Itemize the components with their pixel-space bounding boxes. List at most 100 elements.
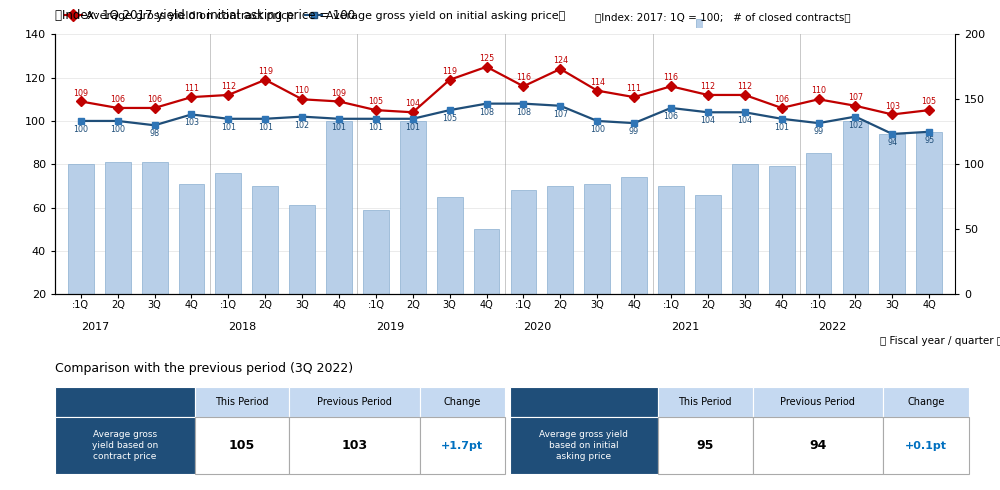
Text: 95: 95	[924, 136, 934, 145]
Legend: Average gross yield on contract price, Average gross yield on initial asking pri: Average gross yield on contract price, A…	[61, 6, 570, 25]
Text: 116: 116	[663, 74, 678, 82]
Bar	[105, 162, 131, 338]
Bar	[769, 167, 795, 338]
Text: 103: 103	[184, 119, 199, 127]
Bar	[753, 417, 883, 474]
Text: 2021: 2021	[671, 322, 699, 332]
Text: 103: 103	[341, 439, 367, 452]
Bar	[215, 173, 241, 338]
Bar	[289, 205, 315, 338]
Text: 102: 102	[848, 121, 863, 129]
Text: 106: 106	[663, 112, 678, 121]
Text: 100: 100	[590, 125, 605, 134]
Bar	[753, 387, 883, 417]
Text: 124: 124	[553, 56, 568, 65]
Bar	[806, 153, 831, 338]
Text: Average gross
yield based on
contract price: Average gross yield based on contract pr…	[92, 430, 158, 461]
Text: 110: 110	[811, 86, 826, 96]
Text: Change: Change	[444, 397, 481, 407]
Text: 111: 111	[184, 84, 199, 93]
Text: 99: 99	[813, 127, 824, 136]
Text: Change: Change	[907, 397, 944, 407]
Bar	[68, 164, 94, 338]
Text: 125: 125	[479, 54, 494, 63]
Text: 94: 94	[887, 138, 897, 147]
Text: 106: 106	[110, 95, 125, 104]
Bar	[883, 387, 969, 417]
Bar	[142, 162, 168, 338]
Text: （Index: 2017: 1Q = 100;   # of closed contracts）: （Index: 2017: 1Q = 100; # of closed cont…	[595, 12, 851, 22]
Text: 95: 95	[697, 439, 714, 452]
Text: Comparison with the previous period (3Q 2022): Comparison with the previous period (3Q …	[55, 362, 353, 375]
Text: +1.7pt: +1.7pt	[441, 441, 483, 451]
Text: 106: 106	[147, 95, 162, 104]
Text: 101: 101	[774, 122, 789, 132]
Text: 100: 100	[110, 125, 125, 134]
Text: （ Fiscal year / quarter ）: （ Fiscal year / quarter ）	[880, 336, 1000, 346]
Bar	[194, 387, 289, 417]
Text: 105: 105	[368, 97, 383, 106]
Text: 101: 101	[405, 122, 420, 132]
Bar	[55, 417, 194, 474]
Bar	[510, 387, 658, 417]
Bar	[326, 121, 352, 338]
Text: 105: 105	[922, 97, 937, 106]
Text: 101: 101	[258, 122, 273, 132]
Text: 2020: 2020	[523, 322, 552, 332]
Bar	[883, 417, 969, 474]
Bar	[252, 186, 278, 338]
Text: 98: 98	[150, 129, 160, 138]
Bar	[437, 197, 463, 338]
Text: 101: 101	[221, 122, 236, 132]
Text: 104: 104	[405, 99, 420, 108]
Text: 103: 103	[885, 101, 900, 111]
Bar	[511, 190, 536, 338]
Bar	[695, 195, 721, 338]
Text: 108: 108	[479, 107, 494, 117]
Bar	[55, 387, 194, 417]
Bar	[621, 177, 647, 338]
Text: 102: 102	[295, 121, 310, 129]
Text: 106: 106	[774, 95, 789, 104]
Text: 105: 105	[229, 439, 255, 452]
Text: 109: 109	[73, 89, 88, 98]
Text: 112: 112	[737, 82, 752, 91]
Text: Previous Period: Previous Period	[780, 397, 855, 407]
Bar	[879, 134, 905, 338]
Bar	[732, 164, 758, 338]
Text: （Index: 1Q 2017 yield on initial asking price = 100: （Index: 1Q 2017 yield on initial asking …	[55, 9, 355, 22]
Bar	[658, 417, 753, 474]
Text: 112: 112	[221, 82, 236, 91]
Text: 108: 108	[516, 107, 531, 117]
Bar	[658, 387, 753, 417]
Text: 116: 116	[516, 74, 531, 82]
Bar	[547, 186, 573, 338]
Text: Previous Period: Previous Period	[317, 397, 392, 407]
Text: 2022: 2022	[819, 322, 847, 332]
Text: 104: 104	[737, 116, 752, 125]
Bar	[843, 121, 868, 338]
Text: 99: 99	[629, 127, 639, 136]
Text: 119: 119	[442, 67, 457, 76]
Text: 119: 119	[258, 67, 273, 76]
Text: 101: 101	[368, 122, 383, 132]
Bar	[474, 229, 499, 338]
Text: 107: 107	[553, 110, 568, 119]
Text: 107: 107	[848, 93, 863, 102]
Bar	[194, 417, 289, 474]
Bar	[658, 186, 684, 338]
Text: 2018: 2018	[228, 322, 257, 332]
Text: 2017: 2017	[81, 322, 109, 332]
Text: 2019: 2019	[376, 322, 404, 332]
Text: 109: 109	[331, 89, 347, 98]
Bar	[289, 417, 420, 474]
Text: +0.1pt: +0.1pt	[905, 441, 947, 451]
Text: This Period: This Period	[215, 397, 268, 407]
Text: 101: 101	[332, 122, 347, 132]
Text: 110: 110	[295, 86, 310, 96]
Text: 111: 111	[627, 84, 642, 93]
Text: 105: 105	[442, 114, 457, 123]
Text: 104: 104	[700, 116, 715, 125]
Bar	[179, 184, 204, 338]
Bar	[916, 132, 942, 338]
